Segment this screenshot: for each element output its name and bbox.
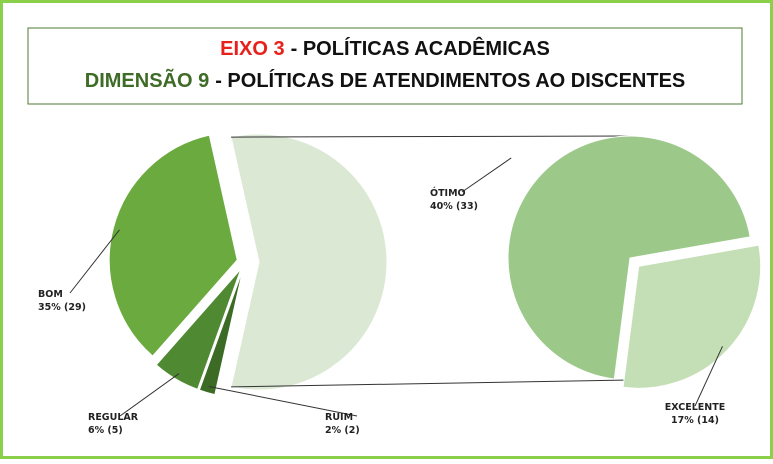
leader-line [69,229,120,294]
slice-label: BOM [38,289,63,300]
slice-label: ÓTIMO [430,187,466,199]
slice-value-label: 40% (33) [430,201,478,212]
pie-slice [230,133,388,391]
slice-label: REGULAR [88,412,139,423]
leader-line [208,385,358,417]
slice-value-label: 6% (5) [88,425,123,436]
slice-value-label: 35% (29) [38,302,86,313]
slice-label: EXCELENTE [665,402,725,413]
pie-slice [155,268,242,390]
subtitle-part: - POLÍTICAS DE ATENDIMENTOS AO DISCENTES [215,69,685,92]
chart-title: EIXO 3 - POLÍTICAS ACADÊMICAS [220,36,550,60]
connector [231,135,631,138]
leader-line [119,373,180,417]
leader-line [694,346,723,407]
pie-slice [507,135,751,380]
connector [231,379,631,388]
chart-subtitle: DIMENSÃO 9 - POLÍTICAS DE ATENDIMENTOS AO… [85,69,686,92]
slice-value-label: 17% (14) [671,415,719,426]
slice-value-label: 2% (2) [325,425,360,436]
leader-line [461,157,512,193]
pie-slice [622,244,762,389]
pie-slice [108,134,238,357]
title-part: - POLÍTICAS ACADÊMICAS [291,36,550,60]
pie-slice [198,269,244,396]
title-part: EIXO 3 [220,38,284,60]
title-box [27,27,743,105]
slice-label: RUIM [325,412,353,423]
subtitle-part: DIMENSÃO 9 [85,69,209,92]
